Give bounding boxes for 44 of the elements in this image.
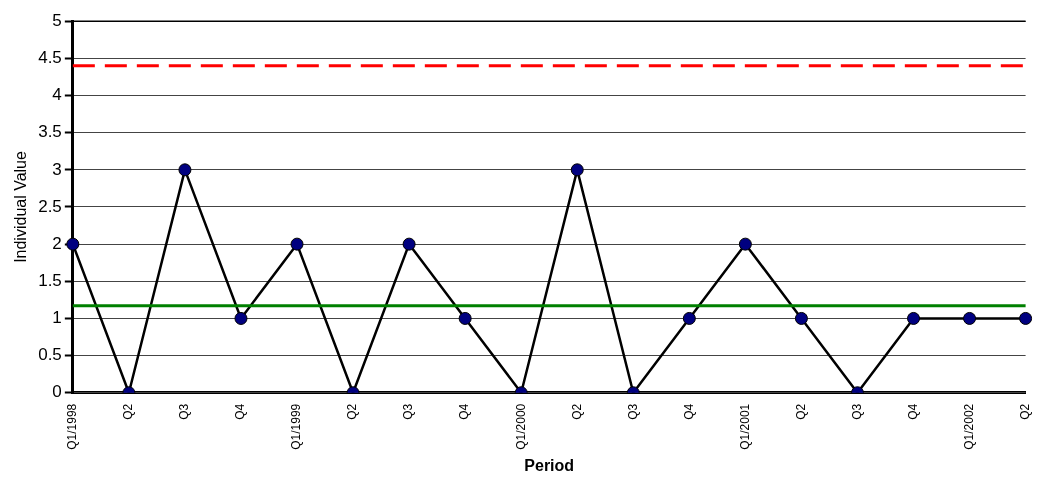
point xyxy=(178,163,192,177)
y-tick-label: 1.5 xyxy=(38,270,62,290)
y-tick-label: 0 xyxy=(52,382,62,402)
x-tick-label: Q4 xyxy=(905,403,920,420)
y-tick-label: 1 xyxy=(52,308,62,328)
y-tick-label: 2 xyxy=(52,233,62,253)
point xyxy=(66,237,80,251)
x-tick-label: Q1/2001 xyxy=(737,403,752,450)
x-tick-label: Q2 xyxy=(345,403,360,420)
point xyxy=(458,311,472,325)
x-tick-label: Q4 xyxy=(457,403,472,420)
x-tick-label: Q4 xyxy=(681,403,696,420)
y-axis-title: Individual Value xyxy=(12,150,30,263)
point xyxy=(290,237,304,251)
point xyxy=(234,311,248,325)
x-tick-label: Q3 xyxy=(625,403,640,420)
x-tick-label: Q2 xyxy=(1017,403,1032,420)
y-tick-label: 4.5 xyxy=(38,48,62,68)
x-tick-label: Q3 xyxy=(849,403,864,420)
y-tick-label: 5 xyxy=(52,10,62,30)
x-tick-label: Q3 xyxy=(401,403,416,420)
y-tick-label: 4 xyxy=(52,85,62,105)
x-tick-label: Q1/2000 xyxy=(513,403,528,450)
y-tick-label: 0.5 xyxy=(38,345,62,365)
y-tick-label: 3.5 xyxy=(38,122,62,142)
point xyxy=(738,237,752,251)
point xyxy=(963,311,977,325)
x-tick-label: Q3 xyxy=(177,403,192,420)
y-tick-label: 2.5 xyxy=(38,196,62,216)
x-tick-label: Q4 xyxy=(233,403,248,420)
y-tick-label: 3 xyxy=(52,159,62,179)
point xyxy=(1019,311,1033,325)
point xyxy=(682,311,696,325)
x-tick-label: Q2 xyxy=(793,403,808,420)
x-tick-label: Q1/2002 xyxy=(961,403,976,450)
point xyxy=(907,311,921,325)
x-axis-title: Period xyxy=(524,456,575,474)
x-tick-label: Q2 xyxy=(121,403,136,420)
point xyxy=(794,311,808,325)
point xyxy=(402,237,416,251)
x-tick-label: Q1/1998 xyxy=(65,403,80,450)
point xyxy=(570,163,584,177)
x-tick-label: Q1/1999 xyxy=(289,403,304,450)
x-tick-label: Q2 xyxy=(569,403,584,420)
